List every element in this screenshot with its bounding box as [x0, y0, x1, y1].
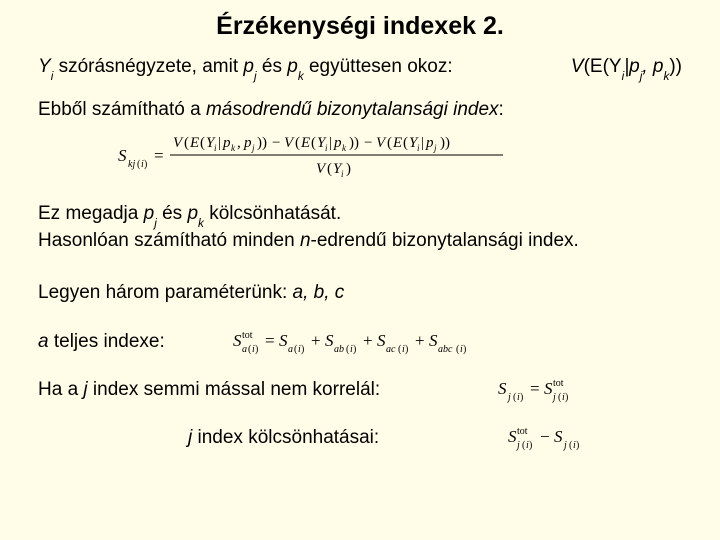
- svg-text:i: i: [325, 143, 328, 153]
- second-order-intro: Ebből számítható a másodrendű bizonytala…: [38, 98, 682, 122]
- svg-text:|: |: [218, 135, 221, 151]
- svg-text:): ): [520, 392, 523, 403]
- svg-text:abc: abc: [438, 344, 453, 355]
- svg-text:=: =: [154, 146, 164, 165]
- svg-text:S: S: [429, 331, 438, 350]
- svg-text:(: (: [295, 135, 300, 151]
- sub-j: j: [254, 70, 257, 83]
- svg-text:k: k: [231, 143, 236, 153]
- slide-title: Érzékenységi indexek 2.: [38, 12, 682, 41]
- svg-text:kj: kj: [128, 159, 135, 170]
- svg-text:tot: tot: [242, 330, 253, 341]
- svg-text:): ): [565, 392, 568, 403]
- svg-text:(: (: [327, 161, 332, 177]
- svg-text:)): )): [440, 135, 450, 151]
- svg-text:): ): [405, 344, 408, 355]
- svg-text:j: j: [506, 392, 511, 403]
- svg-text:V: V: [376, 135, 387, 151]
- svg-text:+: +: [363, 331, 373, 350]
- svg-text:i: i: [214, 143, 217, 153]
- svg-text:p: p: [243, 135, 252, 151]
- definition-row: Yi szórásnégyzete, amit pj és pk együtte…: [38, 55, 682, 82]
- svg-text:(: (: [403, 135, 408, 151]
- svg-text:V: V: [284, 135, 295, 151]
- main-equation: S kj ( i ) = V ( E ( Y i | p k: [118, 129, 682, 186]
- total-index-label: a teljes indexe:: [38, 330, 165, 354]
- svg-text:k: k: [342, 143, 347, 153]
- svg-text:i: i: [417, 143, 420, 153]
- svg-text:)): )): [349, 135, 359, 151]
- interactions-row: j index kölcsönhatásai: S tot j ( i ) − …: [38, 424, 682, 452]
- svg-text:=: =: [530, 379, 540, 398]
- svg-text:): ): [255, 344, 258, 355]
- symbol-p: p: [243, 56, 254, 77]
- j-equal-equation: S j ( i ) = S tot j ( i ): [498, 376, 618, 404]
- svg-text:S: S: [554, 427, 563, 446]
- symbol-p: p: [287, 56, 298, 77]
- svg-text:): ): [529, 440, 532, 451]
- svg-text:tot: tot: [553, 378, 564, 389]
- svg-text:): ): [353, 344, 356, 355]
- svg-text:p: p: [333, 135, 342, 151]
- svg-text:S: S: [498, 379, 507, 398]
- sub-i: i: [51, 70, 54, 83]
- svg-text:a: a: [242, 344, 247, 355]
- svg-text:j: j: [433, 143, 437, 153]
- svg-text:): ): [346, 161, 351, 177]
- svg-text:−: −: [364, 135, 372, 151]
- symbol-Y: Y: [38, 56, 51, 77]
- svg-text:(: (: [184, 135, 189, 151]
- svg-text:+: +: [311, 331, 321, 350]
- svg-text:j: j: [562, 440, 567, 451]
- svg-text:S: S: [233, 331, 242, 350]
- svg-text:): ): [576, 440, 579, 451]
- svg-text:S: S: [118, 146, 127, 165]
- interactions-equation: S tot j ( i ) − S j ( i ): [508, 424, 618, 452]
- svg-text:): ): [301, 344, 304, 355]
- svg-text:p: p: [222, 135, 231, 151]
- svg-text:tot: tot: [517, 426, 528, 437]
- svg-text:(: (: [200, 135, 205, 151]
- svg-text:V: V: [173, 135, 184, 151]
- svg-text:ab: ab: [334, 344, 344, 355]
- svg-text:S: S: [508, 427, 517, 446]
- svg-text:(: (: [311, 135, 316, 151]
- no-correlation-label: Ha a j index semmi mással nem korrelál:: [38, 378, 380, 402]
- svg-text:,: ,: [237, 135, 241, 151]
- svg-text:S: S: [544, 379, 553, 398]
- variance-expression: V(E(Yi|pj, pk)): [571, 55, 682, 82]
- sub-k: k: [298, 70, 304, 83]
- slide: Érzékenységi indexek 2. Yi szórásnégyzet…: [0, 0, 720, 452]
- svg-text:a: a: [288, 344, 293, 355]
- n-order-text: Hasonlóan számítható minden n-edrendű bi…: [38, 229, 682, 253]
- svg-text:V: V: [316, 161, 327, 177]
- svg-text:S: S: [279, 331, 288, 350]
- svg-text:E: E: [392, 135, 402, 151]
- variance-definition-text: Yi szórásnégyzete, amit pj és pk együtte…: [38, 55, 453, 82]
- svg-text:|: |: [421, 135, 424, 151]
- svg-text:S: S: [325, 331, 334, 350]
- three-params-text: Legyen három paraméterünk: a, b, c: [38, 281, 682, 305]
- svg-text:i: i: [341, 169, 344, 179]
- total-index-equation: S tot a ( i ) = S a ( i ) + S ab ( i ) +…: [233, 328, 523, 356]
- svg-text:)): )): [257, 135, 267, 151]
- no-correlation-row: Ha a j index semmi mással nem korrelál: …: [38, 376, 682, 404]
- svg-text:|: |: [329, 135, 332, 151]
- svg-text:(: (: [387, 135, 392, 151]
- total-index-row: a teljes indexe: S tot a ( i ) = S a ( i…: [38, 328, 682, 356]
- svg-text:−: −: [540, 427, 550, 446]
- svg-text:p: p: [425, 135, 434, 151]
- svg-text:E: E: [300, 135, 310, 151]
- svg-text:E: E: [189, 135, 199, 151]
- svg-text:−: −: [272, 135, 280, 151]
- svg-text:): ): [144, 159, 147, 170]
- svg-text:): ): [463, 344, 466, 355]
- svg-text:j: j: [251, 143, 255, 153]
- interaction-text: Ez megadja pj és pk kölcsönhatását.: [38, 202, 682, 229]
- interactions-label: j index kölcsönhatásai:: [38, 426, 379, 450]
- svg-text:+: +: [415, 331, 425, 350]
- svg-text:ac: ac: [386, 344, 396, 355]
- svg-text:S: S: [377, 331, 386, 350]
- svg-text:=: =: [265, 331, 275, 350]
